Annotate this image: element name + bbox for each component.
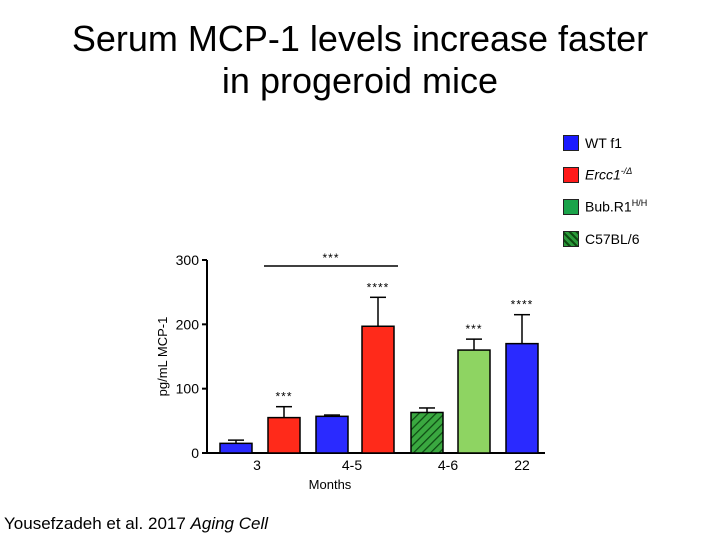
x-axis-label: Months [309, 477, 352, 492]
title-line-2: in progeroid mice [221, 60, 499, 101]
legend: WT f1 Ercc1-/Δ Bub.R1H/H C57BL/6 [563, 133, 713, 261]
y-axis-label: pg/mL MCP-1 [155, 317, 170, 397]
bar [219, 442, 253, 454]
y-tick-label: 100 [176, 381, 200, 397]
legend-item: WT f1 [563, 133, 713, 152]
legend-label: WT f1 [585, 135, 622, 151]
legend-label-text: C57BL/6 [585, 230, 640, 247]
legend-item: C57BL/6 [563, 229, 713, 248]
x-tick-label: 3 [253, 457, 261, 473]
legend-label-text: Ercc1 [585, 166, 621, 183]
legend-item: Bub.R1H/H [563, 197, 713, 216]
bar [457, 349, 491, 454]
citation-text: Yousefzadeh et al. 2017 [4, 514, 191, 533]
legend-label-text: WT f1 [585, 134, 623, 151]
x-tick-label: 4-5 [342, 457, 362, 473]
bar [505, 342, 539, 454]
legend-label-text: Bub.R1 [585, 198, 632, 215]
bar [410, 411, 444, 454]
citation: Yousefzadeh et al. 2017 Aging Cell [4, 514, 268, 534]
legend-swatch [563, 198, 579, 215]
y-tick-label: 200 [176, 316, 200, 332]
y-tick-label: 300 [176, 252, 200, 268]
bracket-label: *** [322, 251, 339, 265]
legend-swatch [563, 166, 579, 183]
x-tick-label: 4-6 [438, 457, 458, 473]
citation-journal: Aging Cell [190, 514, 269, 533]
chart-bars [219, 265, 539, 454]
significance-label: *** [275, 390, 292, 404]
legend-label-sup: -/Δ [620, 166, 633, 177]
legend-label: Ercc1-/Δ [585, 166, 632, 183]
y-tick-label: 0 [191, 445, 199, 461]
title-line-1: Serum MCP-1 levels increase faster [71, 18, 649, 59]
legend-label: Bub.R1H/H [585, 198, 647, 215]
slide-title: Serum MCP-1 levels increase faster in pr… [0, 18, 720, 102]
significance-label: **** [367, 280, 390, 294]
bar [315, 415, 349, 454]
legend-label: C57BL/6 [585, 231, 639, 247]
bar [267, 416, 301, 454]
x-tick-label: 22 [514, 457, 530, 473]
legend-label-sup: H/H [631, 198, 648, 209]
bar [361, 325, 395, 454]
significance-label: **** [511, 298, 534, 312]
legend-item: Ercc1-/Δ [563, 165, 713, 184]
significance-label: *** [465, 322, 482, 336]
legend-swatch [563, 134, 579, 151]
legend-swatch [563, 230, 579, 247]
